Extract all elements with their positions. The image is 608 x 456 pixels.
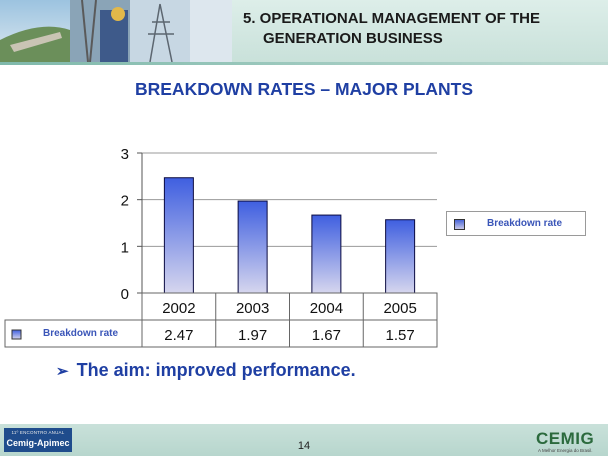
data-label: 1.97 xyxy=(238,327,267,344)
logo-event-label: 11º ENCONTRO ANUAL xyxy=(11,430,65,435)
arrow-bullet-icon: ➢ xyxy=(56,363,69,380)
data-label: 2.47 xyxy=(164,327,193,344)
x-tick-label: 2004 xyxy=(310,300,343,317)
bar xyxy=(237,200,268,294)
page-title: BREAKDOWN RATES – MAJOR PLANTS xyxy=(134,79,474,99)
bar xyxy=(311,214,342,294)
data-label: 1.57 xyxy=(386,327,415,344)
x-tick-label: 2005 xyxy=(383,300,416,317)
legend-swatch xyxy=(454,219,465,230)
y-tick-label: 3 xyxy=(121,146,129,163)
footer-band xyxy=(0,424,608,456)
table-value-row xyxy=(4,319,438,348)
header-title: 5. OPERATIONAL MANAGEMENT OF THE GENERAT… xyxy=(243,9,603,49)
y-tick-label: 0 xyxy=(121,286,129,303)
table-legend-swatch xyxy=(11,329,22,340)
cemig-logo: CEMIG xyxy=(536,429,595,448)
data-label: 1.67 xyxy=(312,327,341,344)
chart-legend: Breakdown rate xyxy=(446,211,586,236)
y-tick-label: 2 xyxy=(121,193,129,210)
table-series-label: Breakdown rate xyxy=(43,328,118,339)
cemig-tagline: A Melhor Energia do Brasil. xyxy=(538,448,593,453)
bullet-text: The aim: improved performance. xyxy=(76,360,356,380)
x-tick-label: 2002 xyxy=(162,300,195,317)
header-divider xyxy=(0,62,608,65)
header-photo xyxy=(0,0,232,62)
logo-event-name: Cemig-Apimec xyxy=(6,438,70,448)
x-tick-label: 2003 xyxy=(236,300,269,317)
y-tick-label: 1 xyxy=(121,239,129,256)
bar xyxy=(163,177,194,294)
bullet-point: ➢ The aim: improved performance. xyxy=(56,360,356,381)
header-title-line1: 5. OPERATIONAL MANAGEMENT OF THE xyxy=(243,10,540,27)
legend-label: Breakdown rate xyxy=(487,218,563,229)
header-title-line2: GENERATION BUSINESS xyxy=(263,30,443,47)
cemig-apimec-logo: 11º ENCONTRO ANUAL Cemig-Apimec xyxy=(4,428,72,452)
bar xyxy=(385,219,416,294)
page-number: 14 xyxy=(297,440,311,452)
